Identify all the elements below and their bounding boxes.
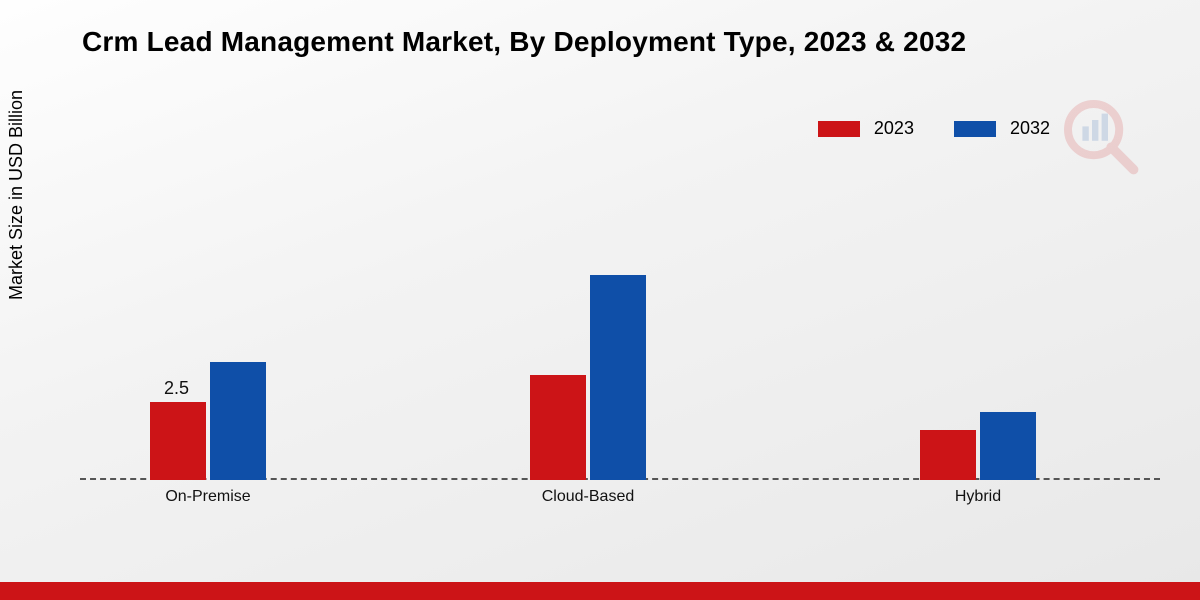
category-label-on-premise: On-Premise bbox=[108, 488, 308, 506]
legend-swatch-2023 bbox=[818, 121, 860, 137]
bar-group-cloud-based: Cloud-Based bbox=[530, 275, 646, 480]
legend-label-2023: 2023 bbox=[874, 118, 914, 139]
category-label-cloud-based: Cloud-Based bbox=[488, 488, 688, 506]
y-axis-label: Market Size in USD Billion bbox=[6, 90, 27, 300]
bar-on-premise-2032 bbox=[210, 362, 266, 480]
brand-logo-icon bbox=[1060, 96, 1140, 176]
chart-canvas: { "title": "Crm Lead Management Market, … bbox=[0, 0, 1200, 600]
legend-item-2023: 2023 bbox=[818, 118, 914, 139]
bar-group-hybrid: Hybrid bbox=[920, 412, 1036, 480]
bar-hybrid-2032 bbox=[980, 412, 1036, 480]
bar-cloud-based-2032 bbox=[590, 275, 646, 480]
chart-title: Crm Lead Management Market, By Deploymen… bbox=[82, 26, 966, 58]
plot-area: On-Premise 2.5 Cloud-Based Hybrid bbox=[80, 170, 1160, 480]
bar-cloud-based-2023 bbox=[530, 375, 586, 480]
category-label-hybrid: Hybrid bbox=[878, 488, 1078, 506]
footer-accent-bar bbox=[0, 582, 1200, 600]
legend-swatch-2032 bbox=[954, 121, 996, 137]
legend: 2023 2032 bbox=[818, 118, 1050, 139]
legend-item-2032: 2032 bbox=[954, 118, 1050, 139]
bar-on-premise-2023 bbox=[150, 402, 206, 480]
legend-label-2032: 2032 bbox=[1010, 118, 1050, 139]
bar-hybrid-2023 bbox=[920, 430, 976, 480]
value-label-on-premise-2023: 2.5 bbox=[164, 378, 189, 399]
